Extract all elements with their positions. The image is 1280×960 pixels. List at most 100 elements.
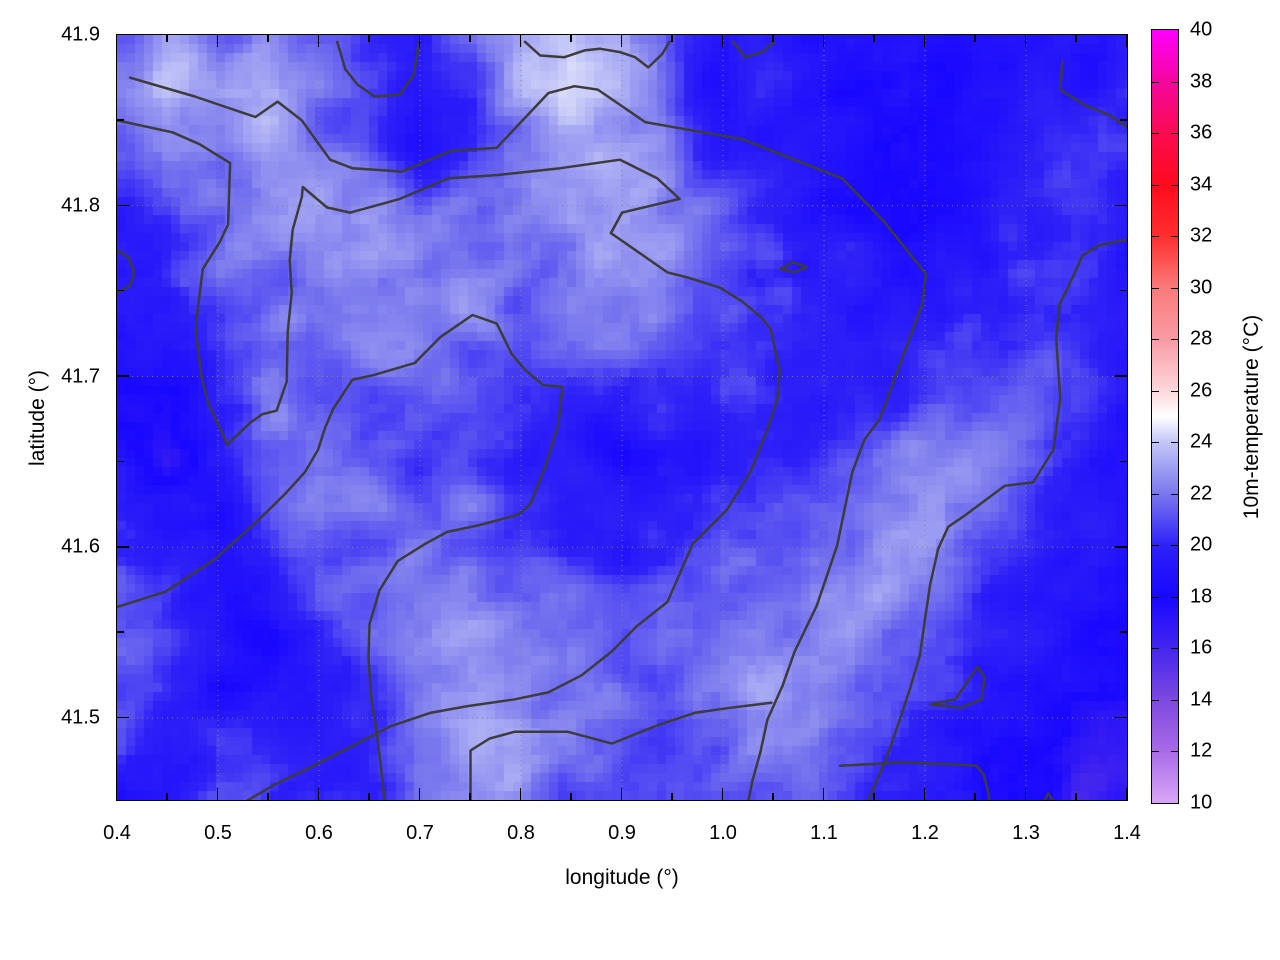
colorbar-tick bbox=[1152, 596, 1159, 598]
temperature-heatmap-canvas bbox=[116, 34, 1127, 800]
colorbar-tick-label: 24 bbox=[1190, 430, 1213, 453]
axis-tick bbox=[1114, 375, 1127, 377]
y-axis-title: latitude (°) bbox=[26, 370, 49, 466]
x-tick-label: 0.8 bbox=[507, 822, 535, 844]
axis-tick bbox=[216, 787, 219, 800]
colorbar-tick bbox=[1171, 699, 1178, 701]
axis-tick bbox=[368, 792, 370, 800]
axis-tick bbox=[166, 792, 168, 800]
axis-tick bbox=[1114, 33, 1127, 36]
x-tick-label: 1.0 bbox=[709, 822, 737, 844]
contour-line bbox=[778, 260, 808, 274]
axis-tick bbox=[116, 460, 124, 463]
colorbar-tick-label: 38 bbox=[1190, 70, 1213, 93]
colorbar-tick bbox=[1171, 339, 1178, 341]
colorbar-tick-label: 16 bbox=[1190, 636, 1213, 659]
axis-tick bbox=[116, 375, 129, 377]
axis-tick bbox=[519, 787, 522, 800]
contour-line bbox=[731, 40, 776, 58]
colorbar-tick bbox=[1152, 751, 1159, 753]
axis-tick bbox=[1114, 716, 1127, 719]
contour-line bbox=[128, 75, 927, 800]
colorbar-tick-label: 12 bbox=[1190, 739, 1213, 762]
axis-tick bbox=[116, 631, 124, 633]
contour-line bbox=[335, 40, 420, 98]
colorbar-tick-label: 22 bbox=[1190, 482, 1213, 505]
colorbar-tick bbox=[1171, 81, 1178, 83]
axis-tick bbox=[115, 34, 118, 47]
y-tick-label: 41.6 bbox=[61, 535, 100, 558]
axis-tick bbox=[721, 787, 724, 800]
colorbar-tick-label: 32 bbox=[1190, 224, 1213, 247]
axis-tick bbox=[1024, 34, 1027, 47]
x-tick-label: 0.9 bbox=[608, 822, 636, 844]
colorbar-tick bbox=[1171, 442, 1178, 444]
axis-tick bbox=[974, 34, 976, 42]
axis-tick bbox=[1075, 34, 1077, 42]
axis-tick bbox=[620, 34, 623, 47]
axis-tick bbox=[923, 34, 926, 47]
axis-tick bbox=[570, 34, 572, 42]
colorbar bbox=[1151, 29, 1179, 804]
axis-tick bbox=[1125, 787, 1128, 800]
colorbar-tick bbox=[1171, 184, 1178, 186]
colorbar-tick bbox=[1152, 81, 1159, 83]
contour-line bbox=[1058, 58, 1127, 128]
colorbar-tick-label: 30 bbox=[1190, 276, 1213, 299]
colorbar-tick-label: 34 bbox=[1190, 173, 1213, 196]
colorbar-tick bbox=[1171, 236, 1178, 238]
axis-tick bbox=[368, 34, 370, 42]
axis-tick bbox=[115, 787, 118, 800]
colorbar-tick bbox=[1171, 751, 1178, 753]
axis-tick bbox=[116, 204, 129, 206]
axis-tick bbox=[317, 34, 320, 47]
colorbar-tick-label: 36 bbox=[1190, 121, 1213, 144]
colorbar-tick bbox=[1152, 390, 1159, 392]
colorbar-tick bbox=[1171, 596, 1178, 598]
x-tick-label: 0.7 bbox=[406, 822, 434, 844]
y-tick-label: 41.5 bbox=[61, 706, 100, 729]
colorbar-tick bbox=[1152, 339, 1159, 341]
axis-tick bbox=[469, 34, 471, 42]
colorbar-tick bbox=[1152, 493, 1159, 495]
axis-tick bbox=[519, 34, 522, 47]
x-tick-label: 1.1 bbox=[810, 822, 838, 844]
x-axis-title: longitude (°) bbox=[565, 866, 679, 889]
axis-tick bbox=[418, 787, 421, 800]
axis-tick bbox=[1114, 204, 1127, 206]
axis-tick bbox=[116, 289, 124, 292]
axis-tick bbox=[1119, 631, 1127, 633]
axis-tick bbox=[1119, 289, 1127, 292]
x-tick-label: 1.4 bbox=[1113, 822, 1141, 844]
colorbar-tick bbox=[1152, 287, 1159, 289]
axis-tick bbox=[721, 34, 724, 47]
colorbar-tick-label: 26 bbox=[1190, 379, 1213, 402]
contour-line bbox=[928, 665, 986, 709]
axis-tick bbox=[671, 792, 673, 800]
colorbar-tick bbox=[1171, 493, 1178, 495]
axis-tick bbox=[317, 787, 320, 800]
axis-tick bbox=[267, 792, 269, 800]
axis-tick bbox=[1075, 792, 1077, 800]
y-tick-label: 41.7 bbox=[61, 365, 100, 388]
axis-tick bbox=[772, 792, 774, 800]
axis-tick bbox=[822, 34, 825, 47]
colorbar-tick bbox=[1171, 545, 1178, 547]
x-tick-label: 0.5 bbox=[204, 822, 232, 844]
colorbar-tick bbox=[1171, 390, 1178, 392]
axis-tick bbox=[772, 34, 774, 42]
colorbar-tick-label: 14 bbox=[1190, 688, 1213, 711]
axis-tick bbox=[1125, 34, 1128, 47]
axis-tick bbox=[822, 787, 825, 800]
colorbar-tick bbox=[1152, 699, 1159, 701]
axis-tick bbox=[1024, 787, 1027, 800]
colorbar-tick bbox=[1152, 648, 1159, 650]
colorbar-tick bbox=[1152, 545, 1159, 547]
contour-line bbox=[1043, 791, 1054, 800]
axis-tick bbox=[873, 792, 875, 800]
axis-tick bbox=[267, 34, 269, 42]
axis-tick bbox=[1114, 546, 1127, 548]
axis-tick bbox=[116, 716, 129, 719]
x-tick-label: 1.2 bbox=[911, 822, 939, 844]
